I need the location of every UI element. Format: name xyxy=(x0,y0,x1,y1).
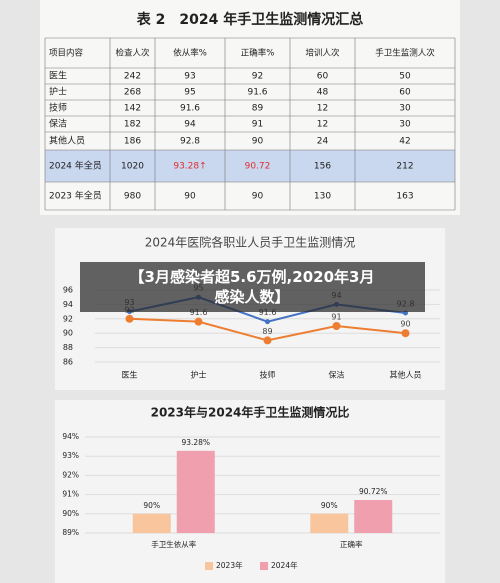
point xyxy=(194,317,203,326)
table-cell: 980 xyxy=(124,192,141,202)
table-cell: 95 xyxy=(184,88,195,98)
chart-card xyxy=(55,400,445,583)
chart-title: 2024年医院各职业人员手卫生监测情况 xyxy=(145,235,356,250)
table-cell: 50 xyxy=(399,72,411,82)
data-label: 90% xyxy=(143,501,160,510)
y-tick-label: 94 xyxy=(63,300,73,309)
caption: 【3月感染者超5.6万例,2020年3月感染人数】 xyxy=(130,268,375,306)
table-cell: 94 xyxy=(184,120,196,130)
y-tick-label: 86 xyxy=(63,358,73,367)
point xyxy=(265,319,270,325)
table-cell: 212 xyxy=(396,162,413,172)
table-cell: 90 xyxy=(252,137,264,147)
table-cell: 90 xyxy=(252,192,264,202)
chart-title: 2023年与2024年手卫生监测情况比 xyxy=(151,405,350,420)
data-label: 90.72% xyxy=(359,487,388,496)
bar xyxy=(176,450,215,533)
table-cell: 医生 xyxy=(49,70,67,82)
bar xyxy=(354,499,393,533)
table-cell: 60 xyxy=(317,72,329,82)
table-cell: 检查人次 xyxy=(115,48,150,59)
table-cell: 培训人次 xyxy=(305,48,340,59)
table-cell: 142 xyxy=(124,104,141,114)
table-cell: 其他人员 xyxy=(49,135,85,147)
table-cell: 93.28↑ xyxy=(173,162,206,172)
table-cell: 92 xyxy=(252,72,263,82)
point xyxy=(263,336,272,345)
y-tick-label: 92% xyxy=(62,470,79,479)
point xyxy=(125,314,134,323)
table-cell: 130 xyxy=(314,192,331,202)
table-cell: 30 xyxy=(399,104,411,114)
data-label: 91 xyxy=(331,313,341,322)
table-cell: 90 xyxy=(184,192,196,202)
y-tick-label: 93% xyxy=(62,451,79,460)
point xyxy=(332,322,341,330)
table-cell: 48 xyxy=(317,88,329,98)
x-tick-label: 正确率 xyxy=(340,539,363,549)
table-cell: 60 xyxy=(399,88,411,98)
x-tick-label: 技师 xyxy=(260,370,276,380)
table-paper xyxy=(40,0,460,215)
table-cell: 1020 xyxy=(121,162,144,172)
legend-swatch xyxy=(260,562,268,570)
y-tick-label: 89% xyxy=(62,528,79,537)
table-cell: 92.8 xyxy=(180,137,200,147)
point xyxy=(401,329,410,338)
legend-label: 2023年 xyxy=(216,560,243,570)
y-tick-label: 94% xyxy=(62,432,79,441)
y-tick-label: 90 xyxy=(63,329,73,338)
table-cell: 24 xyxy=(317,137,329,147)
table-cell: 手卫生监测人次 xyxy=(375,48,435,59)
highlight-row xyxy=(45,150,455,182)
bar xyxy=(310,513,349,533)
table-cell: 技师 xyxy=(49,102,67,114)
y-tick-label: 91% xyxy=(62,490,79,499)
table-cell: 2023 年全员 xyxy=(49,190,102,202)
table-cell: 242 xyxy=(124,72,141,82)
x-tick-label: 手卫生依从率 xyxy=(151,539,196,549)
data-label: 93.28% xyxy=(181,438,210,447)
table-cell: 91.6 xyxy=(247,88,267,98)
caption-band xyxy=(80,262,425,312)
data-label: 89 xyxy=(262,327,272,336)
table-cell: 186 xyxy=(124,137,141,147)
x-tick-label: 保洁 xyxy=(329,370,345,380)
table-cell: 30 xyxy=(399,120,411,130)
table-cell: 93 xyxy=(184,72,195,82)
table-cell: 163 xyxy=(396,192,413,202)
legend-swatch xyxy=(205,562,213,570)
x-tick-label: 护士 xyxy=(191,370,207,380)
table-cell: 182 xyxy=(124,120,141,130)
data-label: 91.6 xyxy=(190,308,208,317)
y-tick-label: 88 xyxy=(63,343,73,352)
data-label: 91.6 xyxy=(259,308,277,317)
x-tick-label: 其他人员 xyxy=(390,370,422,380)
table-cell: 护士 xyxy=(49,86,67,98)
data-label: 90% xyxy=(321,501,338,510)
table-cell: 项目内容 xyxy=(49,48,84,59)
table-cell: 正确率% xyxy=(241,48,275,59)
table-cell: 42 xyxy=(399,137,410,147)
bar xyxy=(132,513,171,533)
y-tick-label: 96 xyxy=(63,286,73,295)
table-cell: 90.72 xyxy=(245,162,271,172)
x-tick-label: 医生 xyxy=(122,370,138,380)
legend-label: 2024年 xyxy=(271,560,298,570)
table-cell: 保洁 xyxy=(49,118,67,130)
table-title: 表 2 2024 年手卫生监测情况汇总 xyxy=(136,11,363,28)
table-cell: 91.6 xyxy=(180,104,200,114)
y-tick-label: 90% xyxy=(62,509,79,518)
table-cell: 268 xyxy=(124,88,141,98)
table-cell: 2024 年全员 xyxy=(49,160,102,172)
table-cell: 依从率% xyxy=(173,48,207,59)
table-cell: 12 xyxy=(317,120,328,130)
table-cell: 156 xyxy=(314,162,331,172)
data-label: 90 xyxy=(400,320,410,329)
y-tick-label: 92 xyxy=(63,314,73,323)
table-cell: 91 xyxy=(252,120,263,130)
table-cell: 89 xyxy=(252,104,264,114)
table-cell: 12 xyxy=(317,104,328,114)
